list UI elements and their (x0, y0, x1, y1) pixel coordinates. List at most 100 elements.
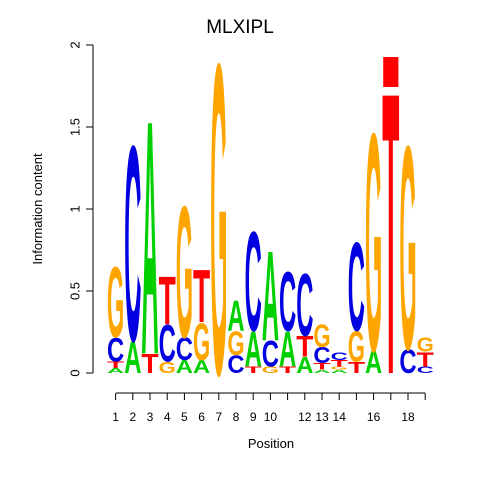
logo-letter-c: C (107, 331, 124, 369)
logo-letter-glyph: T (141, 348, 158, 379)
logo-letter-glyph: A (176, 357, 193, 378)
logo-letter-glyph: G (365, 68, 382, 416)
logo-letter-g: G (262, 365, 279, 375)
logo-letter-glyph: T (296, 331, 313, 364)
logo-letter-g: G (210, 0, 227, 468)
x-tick-label: 18 (401, 410, 415, 424)
y-tick-label: 2 (68, 41, 83, 48)
logo-letter-glyph: G (331, 366, 348, 371)
logo-letter-t: T (348, 358, 365, 376)
logo-letter-t-cap (383, 57, 399, 87)
logo-letter-glyph: C (417, 365, 434, 375)
x-tick-label: 6 (198, 410, 205, 424)
logo-letter-c: C (159, 314, 176, 373)
logo-letter-glyph: G (210, 0, 227, 468)
logo-letter-g: G (348, 324, 365, 372)
y-axis: 0 0.5 1 1.5 2 (68, 41, 94, 377)
x-tick-label: 13 (315, 410, 329, 424)
logo-letter-g: G (313, 318, 330, 354)
logo-letter-glyph: A (279, 322, 296, 378)
x-tick-label: 9 (250, 410, 257, 424)
logo-letter-a: A (365, 343, 382, 379)
logo-letter-glyph: C (331, 349, 348, 362)
logo-letter-glyph: A (331, 369, 348, 374)
logo-letter-a: A (227, 292, 244, 340)
y-tick-label: 1 (68, 205, 83, 212)
logo-letter-t: T (141, 348, 158, 379)
y-tick-group: 0 0.5 1 1.5 2 (68, 41, 93, 377)
logo-letter-t: T (382, 8, 399, 459)
x-tick-label: 5 (181, 410, 188, 424)
logo-letter-g: G (193, 312, 210, 372)
logo-letter-a: A (141, 51, 158, 425)
logo-letter-glyph: T (331, 359, 348, 369)
logo-letter-c: C (313, 343, 330, 368)
logo-letter-t: T (159, 262, 176, 339)
logo-letter-a: A (296, 352, 313, 377)
logo-letter-glyph: C (296, 255, 313, 355)
logo-letter-g: G (227, 325, 244, 363)
logo-letter-c: C (124, 88, 141, 401)
x-tick-group: 1 2 3 4 5 6 7 8 9 10 12 13 14 16 18 (112, 393, 426, 424)
logo-letter-g: G (107, 247, 124, 359)
logo-letter-a: A (279, 322, 296, 378)
logo-letter-g: G (417, 333, 434, 356)
logo-letter-a: A (313, 369, 330, 374)
logo-letter-glyph: A (227, 292, 244, 340)
x-tick-label: 7 (215, 410, 222, 424)
y-tick-label: 0.5 (68, 282, 83, 300)
logo-letter-t: T (107, 360, 124, 370)
logo-letter-glyph: C (399, 343, 416, 381)
logo-letter-glyph: G (399, 85, 416, 411)
logo-letter-a: A (176, 357, 193, 378)
logo-letter-glyph: A (141, 51, 158, 425)
y-axis-label: Information content (30, 153, 45, 265)
logo-letter-t: T (313, 362, 330, 372)
logo-letter-glyph: A (365, 343, 382, 379)
logo-letter-glyph: A (296, 352, 313, 377)
logo-letter-g: G (399, 85, 416, 411)
logo-letter-g: G (176, 168, 193, 377)
logo-letter-glyph: G (348, 324, 365, 372)
logo-letter-glyph: T (193, 255, 210, 340)
y-tick-label: 0 (68, 369, 83, 376)
logo-letter-a: A (124, 332, 141, 383)
x-tick-label: 16 (367, 410, 381, 424)
logo-letter-a: A (262, 223, 279, 368)
logo-letter-c: C (296, 255, 313, 355)
logo-letter-c: C (245, 202, 262, 361)
x-tick-label: 14 (333, 410, 347, 424)
logo-letter-glyph: T (107, 360, 124, 370)
logo-letter-glyph: G (159, 360, 176, 377)
logo-letter-t: T (331, 359, 348, 369)
x-tick-label: 1 (112, 410, 119, 424)
logo-letter-a: A (245, 322, 262, 378)
logo-letter-glyph: C (176, 330, 193, 366)
logo-letter-t: T (417, 349, 434, 372)
chart-title: MLXIPL (206, 17, 274, 38)
logo-letter-a: A (107, 367, 125, 375)
logo-letter-g: G (331, 366, 348, 371)
x-tick-label: 12 (298, 410, 312, 424)
x-tick-label: 4 (164, 410, 171, 424)
logo-letter-a: A (331, 369, 348, 374)
logo-letter-c: C (279, 255, 296, 349)
logo-letter-glyph: C (279, 255, 296, 349)
logo-letter-glyph: T (159, 262, 176, 339)
y-tick-label: 1.5 (68, 118, 83, 136)
logo-letter-c: C (331, 349, 348, 362)
logo-letter-glyph: G (176, 168, 193, 377)
logo-letter-a: A (193, 357, 210, 378)
x-tick-label: 10 (264, 410, 278, 424)
logo-letter-glyph: G (227, 325, 244, 363)
x-tick-label: 3 (147, 410, 154, 424)
x-axis: 1 2 3 4 5 6 7 8 9 10 12 13 14 16 18 (112, 392, 426, 424)
x-tick-label: 8 (233, 410, 240, 424)
logo-letter-glyph: C (159, 314, 176, 373)
logo-letter-glyph: A (124, 332, 141, 383)
logo-letter-c: C (262, 333, 279, 375)
logo-letter-glyph: G (262, 365, 279, 375)
logo-letter-g: G (365, 68, 382, 416)
logo-letter-g: G (159, 360, 176, 377)
